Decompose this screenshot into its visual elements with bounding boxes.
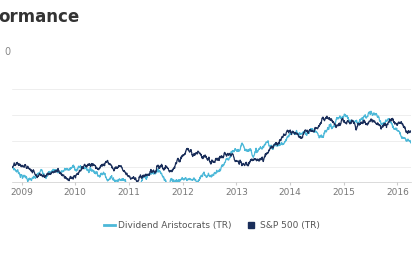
Text: 0: 0 <box>4 47 10 57</box>
Legend: Dividend Aristocrats (TR), S&P 500 (TR): Dividend Aristocrats (TR), S&P 500 (TR) <box>100 217 323 234</box>
Text: ormance: ormance <box>0 8 79 26</box>
